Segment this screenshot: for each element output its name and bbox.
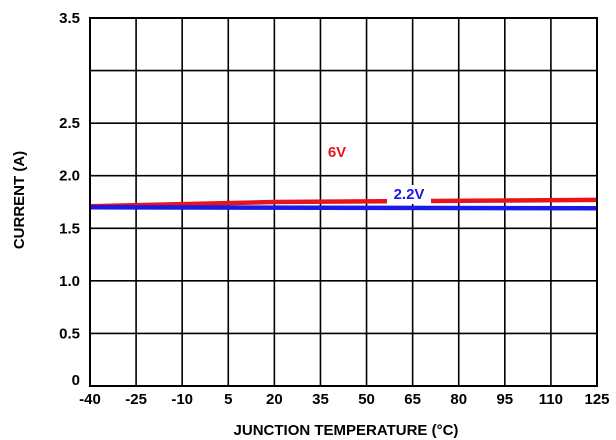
series-label-22v: 2.2V <box>394 186 425 203</box>
x-tick-label: 95 <box>496 391 513 408</box>
x-tick-label: 110 <box>539 391 563 408</box>
y-axis-title: CURRENT (A) <box>11 151 28 249</box>
x-tick-label: -40 <box>79 391 101 408</box>
y-tick-label: 2.0 <box>59 168 80 185</box>
x-tick-label: 35 <box>312 391 329 408</box>
y-tick-label: 2.5 <box>59 115 80 132</box>
x-tick-label: 65 <box>404 391 421 408</box>
x-tick-label: 80 <box>450 391 467 408</box>
y-tick-label: 0.5 <box>59 325 80 342</box>
x-axis-title: JUNCTION TEMPERATURE (°C) <box>234 422 459 439</box>
plot-frame <box>89 17 598 387</box>
x-tick-label: 50 <box>358 391 375 408</box>
y-tick-label: 1.5 <box>59 220 80 237</box>
y-tick-label: 3.5 <box>59 10 80 27</box>
x-tick-label: 125 <box>584 391 609 408</box>
x-tick-labels: -40 -25 -10 5 20 35 50 65 80 95 110 125 <box>79 391 609 408</box>
x-tick-label: -25 <box>125 391 147 408</box>
plot-border <box>89 17 598 387</box>
y-tick-label: 1.0 <box>59 273 80 290</box>
y-tick-labels: 0 0.5 1.0 1.5 2.0 2.5 3.5 <box>59 10 80 389</box>
series-label-6v: 6V <box>328 144 346 161</box>
series-line-6v <box>89 197 598 209</box>
series-line-22v <box>89 205 598 211</box>
y-tick-label: 0 <box>72 372 80 389</box>
x-tick-label: -10 <box>171 391 193 408</box>
x-tick-label: 5 <box>224 391 232 408</box>
series-layer <box>89 197 598 211</box>
x-tick-label: 20 <box>266 391 283 408</box>
series-labels: 6V 2.2V <box>328 144 431 204</box>
series-label-background <box>387 185 431 204</box>
